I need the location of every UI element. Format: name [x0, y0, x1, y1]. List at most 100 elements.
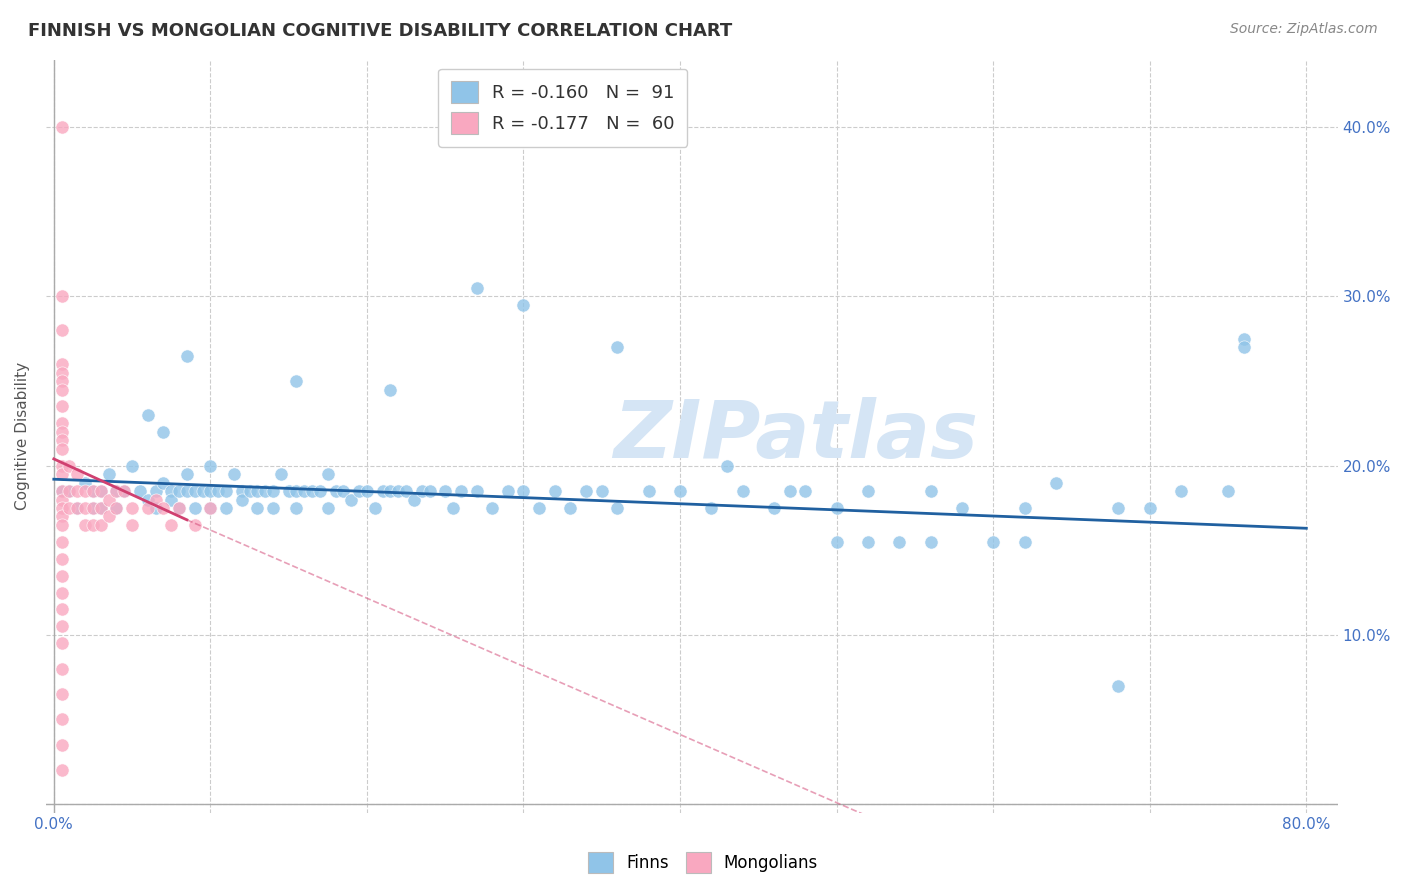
Point [51, 509, 73, 524]
Point [270, 467, 292, 482]
Point [1107, 500, 1129, 515]
Point [82, 484, 104, 499]
Point [606, 340, 628, 354]
Point [66, 484, 89, 499]
Point [856, 534, 879, 549]
Point [637, 484, 659, 499]
Point [246, 500, 269, 515]
Point [920, 484, 942, 499]
Point [82, 500, 104, 515]
Point [1014, 534, 1036, 549]
Point [481, 500, 503, 515]
Point [51, 763, 73, 777]
Point [309, 484, 332, 499]
Point [51, 585, 73, 599]
Point [66, 500, 89, 515]
Point [145, 500, 167, 515]
Point [262, 484, 284, 499]
Point [105, 484, 128, 499]
Point [465, 484, 488, 499]
Point [347, 484, 370, 499]
Point [285, 500, 308, 515]
Point [332, 484, 354, 499]
Point [51, 374, 73, 388]
Point [1139, 500, 1161, 515]
Point [222, 467, 245, 482]
Point [325, 484, 347, 499]
Point [825, 534, 848, 549]
Point [200, 484, 222, 499]
Point [90, 484, 112, 499]
Point [145, 484, 167, 499]
Point [51, 425, 73, 439]
Point [51, 713, 73, 727]
Point [58, 484, 80, 499]
Point [75, 484, 97, 499]
Point [51, 442, 73, 456]
Point [51, 500, 73, 515]
Point [51, 738, 73, 752]
Point [97, 467, 120, 482]
Point [560, 500, 582, 515]
Point [950, 500, 973, 515]
Point [669, 484, 692, 499]
Point [496, 484, 519, 499]
Text: FINNISH VS MONGOLIAN COGNITIVE DISABILITY CORRELATION CHART: FINNISH VS MONGOLIAN COGNITIVE DISABILIT… [28, 22, 733, 40]
Point [51, 492, 73, 507]
Point [105, 500, 128, 515]
Point [191, 484, 214, 499]
Point [58, 458, 80, 473]
Point [512, 298, 534, 312]
Point [167, 500, 190, 515]
Point [419, 484, 441, 499]
Point [340, 492, 363, 507]
Point [121, 458, 143, 473]
Point [51, 484, 73, 499]
Text: Source: ZipAtlas.com: Source: ZipAtlas.com [1230, 22, 1378, 37]
Point [121, 500, 143, 515]
Point [160, 517, 183, 532]
Point [316, 500, 339, 515]
Point [1216, 484, 1239, 499]
Point [301, 484, 323, 499]
Point [121, 517, 143, 532]
Point [762, 500, 785, 515]
Point [105, 500, 128, 515]
Point [160, 492, 183, 507]
Point [200, 500, 222, 515]
Point [51, 619, 73, 633]
Point [51, 467, 73, 482]
Point [402, 492, 425, 507]
Point [51, 289, 73, 303]
Point [176, 484, 198, 499]
Point [183, 484, 205, 499]
Point [246, 484, 269, 499]
Point [356, 484, 378, 499]
Point [51, 120, 73, 135]
Point [238, 484, 260, 499]
Point [716, 458, 738, 473]
Point [82, 500, 104, 515]
Point [441, 500, 464, 515]
Point [920, 534, 942, 549]
Point [51, 434, 73, 448]
Point [731, 484, 754, 499]
Point [544, 484, 567, 499]
Point [254, 484, 277, 499]
Point [90, 484, 112, 499]
Point [51, 366, 73, 380]
Point [129, 484, 152, 499]
Point [380, 383, 402, 397]
Point [51, 323, 73, 337]
Point [176, 467, 198, 482]
Point [1014, 500, 1036, 515]
Point [145, 492, 167, 507]
Point [512, 484, 534, 499]
Point [51, 383, 73, 397]
Point [51, 517, 73, 532]
Point [215, 484, 238, 499]
Point [136, 492, 159, 507]
Point [51, 484, 73, 499]
Point [215, 500, 238, 515]
Point [90, 517, 112, 532]
